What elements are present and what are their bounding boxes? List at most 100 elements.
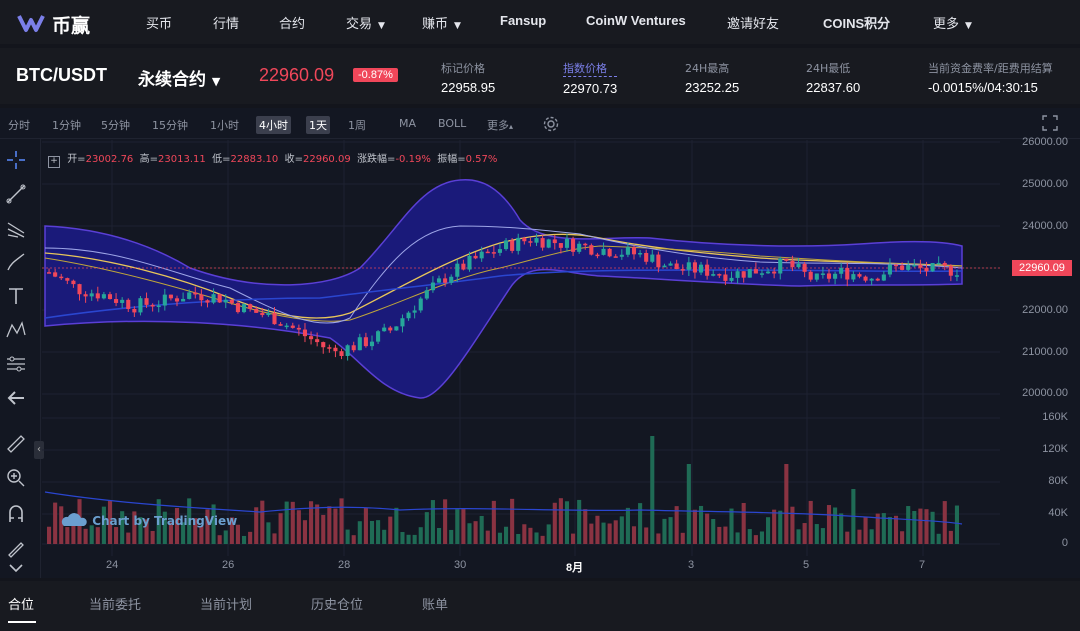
nav-coins-points[interactable]: COINS积分 xyxy=(823,16,891,31)
indicator-more[interactable]: 更多▴ xyxy=(487,119,514,132)
candle-body xyxy=(47,272,52,274)
candle-body xyxy=(241,304,247,313)
interval-4h[interactable]: 4小时 xyxy=(256,116,291,134)
lock-drawing-icon[interactable] xyxy=(5,537,27,559)
candle-body xyxy=(260,312,265,316)
volume-bar xyxy=(808,500,813,544)
volume-bar xyxy=(394,507,399,544)
tab-open-orders[interactable]: 当前委托 xyxy=(89,598,142,613)
interval-1d[interactable]: 1天 xyxy=(306,116,330,134)
volume-bar xyxy=(120,511,125,544)
volume-bar xyxy=(187,498,192,544)
settings-gear-icon[interactable] xyxy=(542,115,560,133)
volume-bar xyxy=(741,502,746,544)
candle-body xyxy=(814,273,819,280)
tab-position-history[interactable]: 历史仓位 xyxy=(311,598,364,613)
back-arrow-icon[interactable] xyxy=(5,387,27,409)
plus-icon[interactable]: + xyxy=(48,156,60,168)
indicator-ma[interactable]: MA xyxy=(399,117,417,130)
contract-type-select[interactable]: 永续合约 ▼ xyxy=(138,70,221,90)
candle-body xyxy=(936,262,941,265)
candle-body xyxy=(296,327,301,330)
brush-icon[interactable] xyxy=(5,251,27,273)
fullscreen-icon[interactable] xyxy=(1042,115,1058,131)
tab-bills[interactable]: 账单 xyxy=(422,598,449,613)
interval-tick[interactable]: 分时 xyxy=(8,119,30,132)
volume-bar xyxy=(418,527,423,544)
interval-15m[interactable]: 15分钟 xyxy=(152,119,188,132)
tab-positions[interactable]: 合位 xyxy=(8,598,35,613)
indicator-boll[interactable]: BOLL xyxy=(438,117,467,130)
volume-bar xyxy=(229,517,234,544)
ruler-icon[interactable] xyxy=(5,433,27,455)
candle-body xyxy=(107,294,113,300)
candle-body xyxy=(613,256,618,258)
candle-body xyxy=(455,263,460,277)
nav-contract[interactable]: 合约 xyxy=(279,17,306,32)
nav-more[interactable]: 更多 ▼ xyxy=(933,17,972,32)
x-tick: 30 xyxy=(454,559,467,571)
volume-bar xyxy=(698,505,704,544)
volume-bar xyxy=(455,509,460,544)
candle-body xyxy=(101,294,106,299)
price-chart[interactable] xyxy=(0,108,1080,578)
volume-bar xyxy=(327,506,332,544)
magnet-icon[interactable] xyxy=(5,503,27,525)
bottom-tabs: 合位 当前委托 当前计划 历史仓位 账单 xyxy=(0,581,1080,631)
last-price: 22960.09 xyxy=(259,65,335,85)
volume-bar xyxy=(223,530,228,544)
volume-bar xyxy=(126,532,131,544)
interval-1w[interactable]: 1周 xyxy=(348,119,366,132)
volume-bar xyxy=(924,509,929,544)
grid xyxy=(42,140,1000,556)
zoom-in-icon[interactable] xyxy=(5,467,27,489)
volume-bar xyxy=(156,499,161,544)
volume-bar xyxy=(900,531,905,544)
chevron-down-icon[interactable] xyxy=(5,557,27,579)
pattern-icon[interactable] xyxy=(5,319,27,341)
candle-body xyxy=(485,251,490,254)
bollinger-band xyxy=(44,178,963,399)
ticker-bar: BTC/USDT 永续合约 ▼ 22960.09 -0.87% 标记价格 229… xyxy=(0,48,1080,104)
nav-invite[interactable]: 邀请好友 xyxy=(727,17,780,32)
nav-earn[interactable]: 赚币 ▼ xyxy=(422,17,461,32)
measure-icon[interactable] xyxy=(5,353,27,375)
volume-bar xyxy=(583,509,588,544)
interval-1h[interactable]: 1小时 xyxy=(210,119,239,132)
candle-body xyxy=(747,269,752,278)
volume-bar xyxy=(412,534,417,544)
candle-body xyxy=(174,298,180,302)
interval-5m[interactable]: 5分钟 xyxy=(101,119,130,132)
candle-body xyxy=(784,258,789,261)
candle-body xyxy=(826,273,832,279)
candle-body xyxy=(711,274,716,276)
candle-body xyxy=(315,339,320,343)
volume-bar xyxy=(321,514,326,544)
candle-body xyxy=(187,292,192,299)
volume-bar xyxy=(162,511,167,544)
candle-body xyxy=(217,294,222,303)
volume-bar xyxy=(869,529,874,544)
trendline-icon[interactable] xyxy=(5,183,27,205)
nav-trade[interactable]: 交易 ▼ xyxy=(346,17,385,32)
tab-plan-orders[interactable]: 当前计划 xyxy=(200,598,253,613)
crosshair-icon[interactable] xyxy=(5,149,27,171)
stat-index-price[interactable]: 指数价格 22970.73 xyxy=(563,62,618,96)
nav-buy-coin[interactable]: 买币 xyxy=(146,17,173,32)
nav-fansup[interactable]: Fansup xyxy=(500,13,547,28)
candle-body xyxy=(345,345,350,356)
brand-name: 币赢 xyxy=(52,15,91,37)
text-tool-icon[interactable] xyxy=(5,285,27,307)
candle-body xyxy=(686,262,691,270)
chevron-down-icon: ▼ xyxy=(965,21,972,31)
fib-tool-icon[interactable] xyxy=(5,217,27,239)
candle-body xyxy=(449,276,454,283)
collapse-toolbar-button[interactable]: ‹ xyxy=(34,441,44,459)
interval-1m[interactable]: 1分钟 xyxy=(52,119,81,132)
nav-coinw-ventures[interactable]: CoinW Ventures xyxy=(586,13,686,28)
candle-body xyxy=(205,300,210,303)
brand-logo[interactable]: 币赢 xyxy=(16,8,106,37)
candle-body xyxy=(942,262,947,266)
nav-market[interactable]: 行情 xyxy=(213,17,240,32)
candle-body xyxy=(138,298,143,313)
